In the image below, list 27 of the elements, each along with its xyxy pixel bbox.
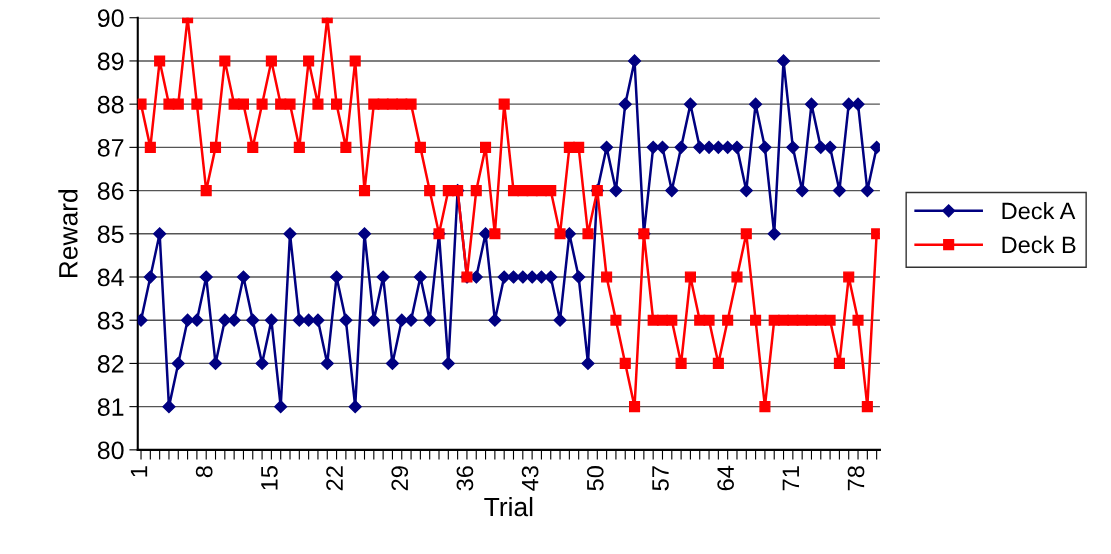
x-tick-label: 1: [130, 466, 148, 477]
x-tick-label: 64: [717, 465, 734, 491]
x-tick-label: 43: [521, 466, 539, 491]
y-axis-title: Reward: [58, 190, 78, 278]
y-tick-label: 84: [97, 268, 124, 287]
y-tick-label: 87: [97, 138, 124, 157]
x-tick-label: 15: [261, 466, 278, 490]
y-tick-label: 83: [97, 311, 124, 330]
y-tick-label: 81: [97, 398, 124, 416]
y-tick-label: 85: [97, 225, 124, 244]
x-tick-label: 8: [195, 466, 213, 478]
x-tick-label: 57: [652, 466, 669, 491]
x-tick-label: 36: [456, 466, 474, 491]
x-tick-label: 29: [391, 466, 409, 491]
x-tick-label: 22: [326, 466, 343, 491]
legend-label: Deck B: [1002, 235, 1076, 254]
x-axis-title: Trial: [484, 496, 533, 517]
y-tick-label: 86: [97, 182, 124, 200]
y-tick-label: 82: [97, 355, 124, 373]
y-tick-label: 88: [97, 95, 124, 114]
x-tick-label: 50: [586, 466, 604, 491]
y-tick-label: 90: [97, 9, 124, 28]
legend-label: Deck A: [1002, 202, 1076, 220]
y-tick-label: 89: [97, 52, 124, 71]
y-tick-label: 80: [97, 441, 124, 460]
x-tick-label: 71: [782, 466, 799, 491]
x-tick-label: 78: [847, 466, 865, 491]
